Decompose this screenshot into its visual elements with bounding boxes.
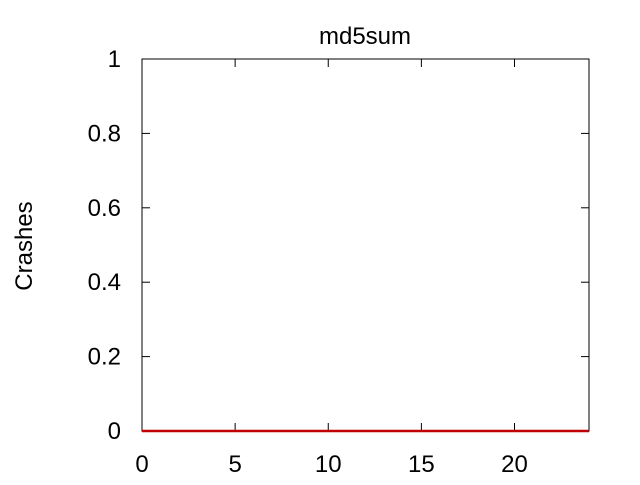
y-axis-ticks: 0 0.2 0.4 0.6 0.8 1 xyxy=(88,46,589,445)
y-tick-label: 0.4 xyxy=(88,269,121,296)
y-tick-label: 0.8 xyxy=(88,120,121,147)
y-tick-label: 0 xyxy=(108,418,121,445)
chart-title: md5sum xyxy=(319,23,411,50)
x-tick-label: 10 xyxy=(315,451,342,478)
y-tick-label: 1 xyxy=(108,46,121,73)
x-tick-label: 5 xyxy=(228,451,241,478)
x-tick-label: 0 xyxy=(135,451,148,478)
x-tick-label: 20 xyxy=(501,451,528,478)
y-tick-label: 0.2 xyxy=(88,344,121,371)
x-axis-ticks: 0 5 10 15 20 xyxy=(135,59,528,478)
y-tick-label: 0.6 xyxy=(88,195,121,222)
x-tick-label: 15 xyxy=(408,451,435,478)
plot-area-frame xyxy=(141,58,590,432)
y-axis-label: Crashes xyxy=(11,201,38,290)
